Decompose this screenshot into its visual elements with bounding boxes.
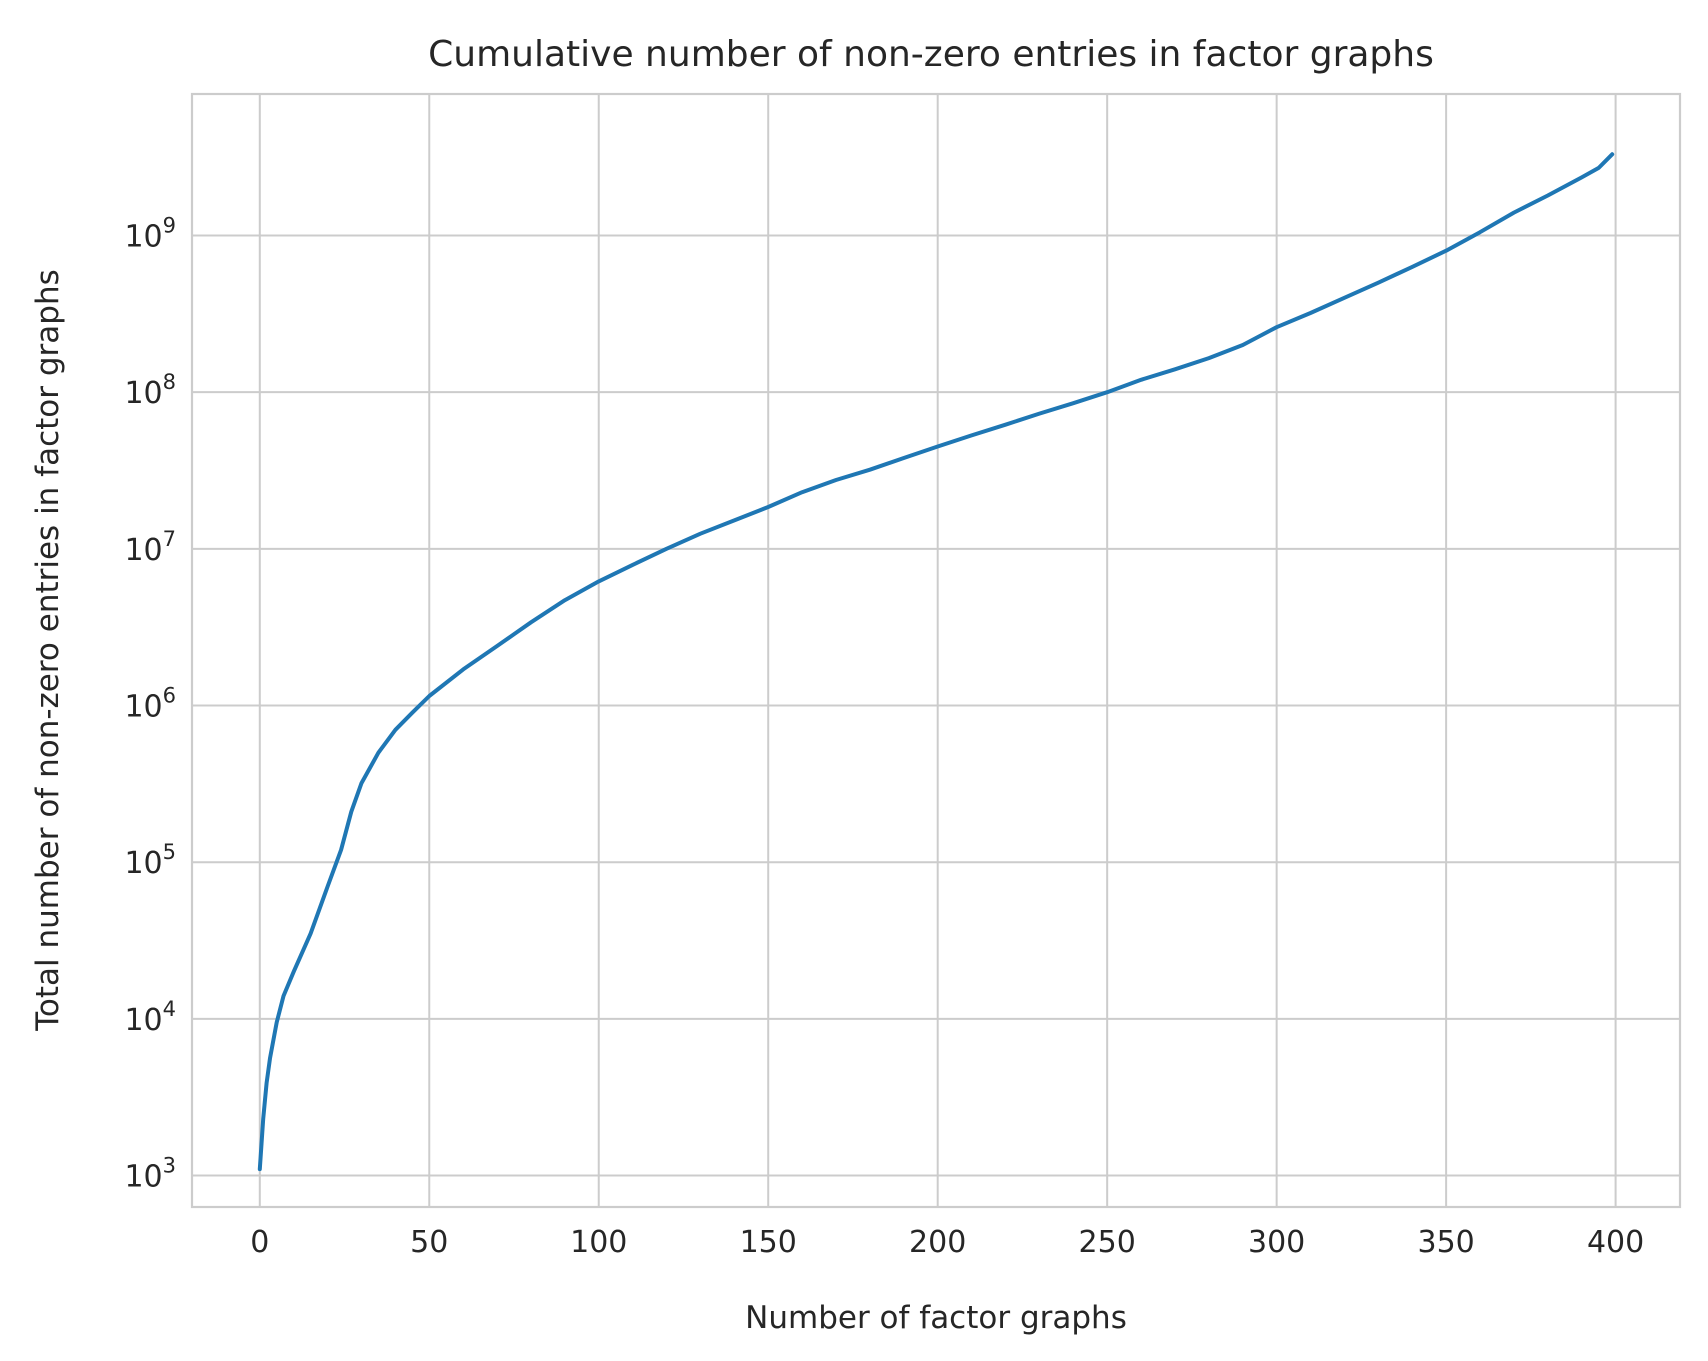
x-tick-label: 200 (909, 1225, 966, 1260)
y-tick-label: 105 (124, 840, 176, 881)
chart-title: Cumulative number of non-zero entries in… (428, 34, 1434, 75)
y-tick-label: 107 (124, 527, 176, 568)
x-tick-label: 0 (250, 1225, 269, 1260)
y-tick-label: 109 (124, 213, 176, 254)
plot-frame (190, 92, 1682, 1209)
series-layer (257, 152, 1615, 1172)
x-tick-label: 400 (1587, 1225, 1644, 1260)
x-tick-label: 150 (740, 1225, 797, 1260)
x-tick-label: 300 (1248, 1225, 1305, 1260)
y-axis-label: Total number of non-zero entries in fact… (30, 269, 66, 1032)
x-tick-label: 50 (410, 1225, 448, 1260)
x-axis-label: Number of factor graphs (745, 1300, 1127, 1336)
y-ticks: 103 104 105 106 107 108 109 (124, 213, 176, 1194)
x-ticks: 0 50 100 150 200 250 300 350 400 (250, 1225, 1644, 1260)
y-tick-label: 103 (124, 1154, 176, 1195)
x-tick-label: 250 (1079, 1225, 1136, 1260)
grid (192, 94, 1680, 1207)
x-tick-label: 100 (570, 1225, 627, 1260)
y-tick-label: 106 (124, 684, 176, 725)
y-tick-label: 108 (124, 370, 176, 411)
x-tick-label: 350 (1417, 1225, 1474, 1260)
series-line (257, 152, 1615, 1172)
y-tick-label: 104 (124, 997, 176, 1038)
